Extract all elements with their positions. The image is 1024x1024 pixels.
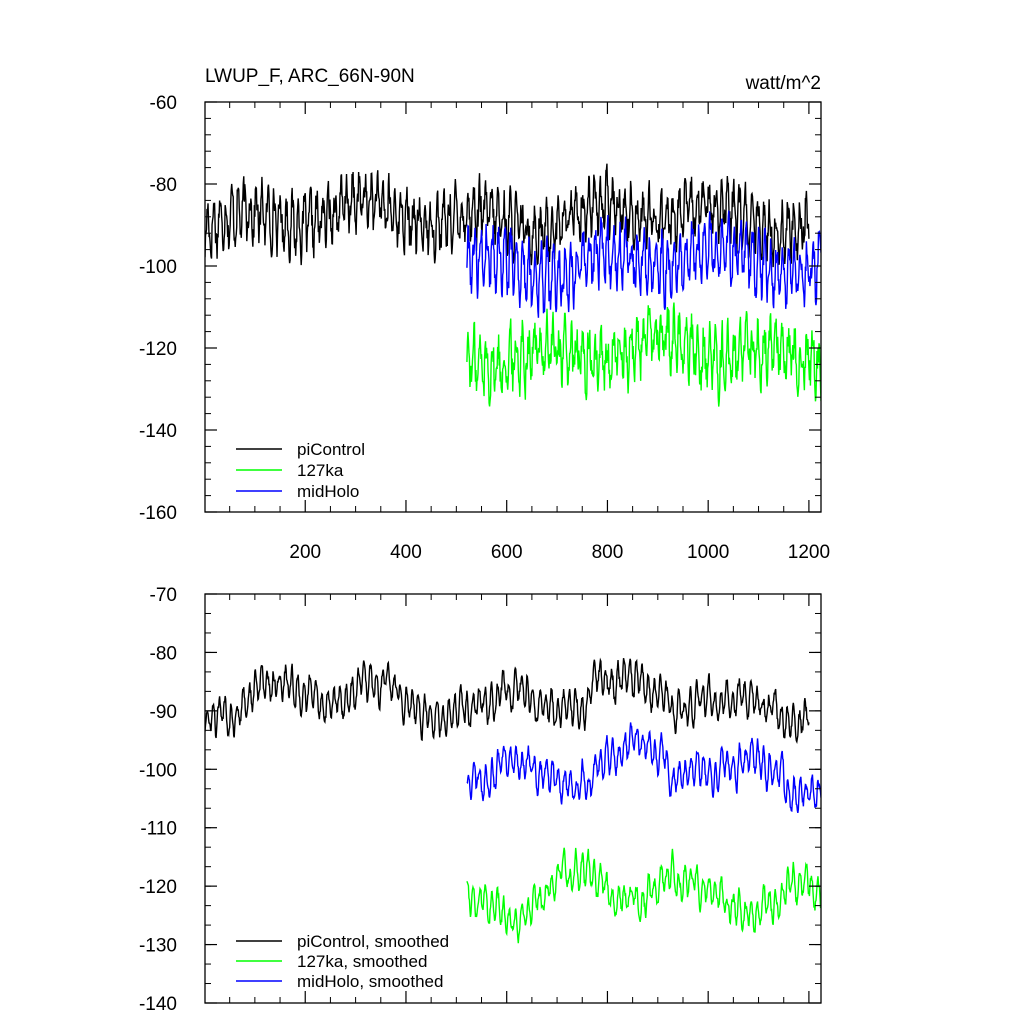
y-tick-label: -90 [150, 702, 177, 723]
chart-panel-2: -140 -130 -120 -110 -100 -90 -80 -70 piControl, … [139, 585, 822, 1015]
y-tick-label: -120 [139, 877, 177, 898]
y-tick-label: -100 [139, 760, 177, 781]
legend-label: 127ka, smoothed [297, 952, 427, 971]
x-tick-label: 600 [491, 542, 523, 563]
x-tick-label: 200 [289, 542, 321, 563]
y-tick-label: -70 [150, 585, 177, 606]
series-line-127ka [466, 302, 821, 407]
legend-label: piControl [297, 440, 365, 459]
plot-frame [204, 101, 822, 513]
x-tick-label: 1000 [687, 542, 729, 563]
y-tick-label: -80 [150, 643, 177, 664]
y-tick-label: -130 [139, 936, 177, 957]
chart-panel-1: -160 -140 -120 -100 -80 -60 200 400 600 800 1000 12… [139, 66, 830, 563]
plot-frame [204, 593, 822, 1004]
y-tick-label: -60 [150, 93, 177, 114]
y-tick-label: -80 [150, 175, 177, 196]
y-tick-label: -140 [139, 421, 177, 442]
y-tick-label: -160 [139, 503, 177, 524]
x-tick-label: 800 [592, 542, 624, 563]
x-tick-label: 1200 [788, 542, 830, 563]
chart-title: LWUP_F, ARC_66N-90N [205, 66, 415, 87]
y-tick-label: -120 [139, 339, 177, 360]
series-line-midholo [466, 210, 821, 318]
x-tick-label: 400 [390, 542, 422, 563]
series-line-127ka-smoothed [466, 847, 821, 944]
legend-label: piControl, smoothed [297, 932, 449, 951]
units-label: watt/m^2 [745, 73, 821, 94]
y-tick-label: -140 [139, 994, 177, 1015]
series-line-picontrol [205, 163, 810, 268]
y-tick-label: -100 [139, 257, 177, 278]
legend-label: 127ka [297, 461, 344, 480]
legend-label: midHolo [297, 482, 359, 501]
series-line-midholo-smoothed [466, 722, 821, 814]
legend-label: midHolo, smoothed [297, 972, 443, 991]
series-line-picontrol-smoothed [205, 657, 810, 745]
y-tick-label: -110 [140, 819, 177, 840]
